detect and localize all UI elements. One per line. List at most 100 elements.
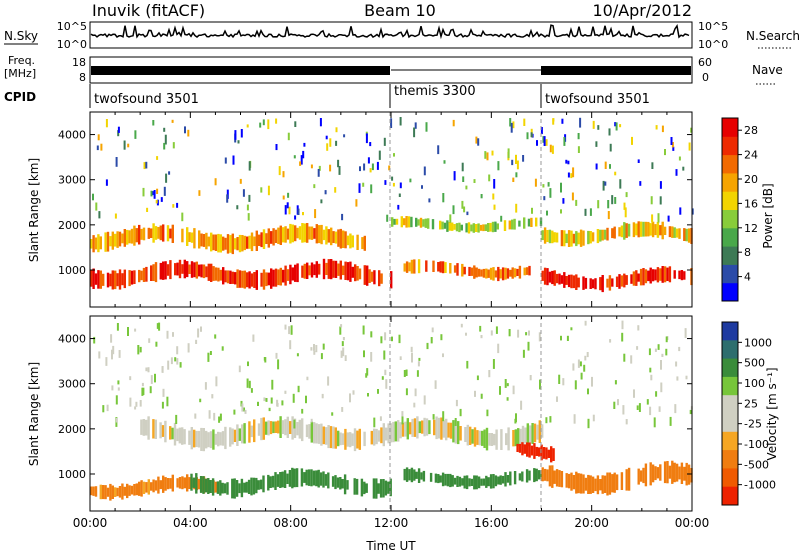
data-cell bbox=[375, 428, 378, 445]
data-cell bbox=[451, 222, 454, 231]
data-cell bbox=[190, 473, 193, 491]
data-cell-sparse bbox=[691, 208, 694, 215]
data-cell bbox=[415, 217, 418, 227]
data-cell-sparse bbox=[134, 328, 137, 332]
data-cell bbox=[413, 259, 416, 274]
data-cell-sparse bbox=[313, 184, 316, 189]
data-cell bbox=[400, 216, 403, 228]
data-cell-sparse bbox=[486, 409, 489, 417]
data-cell bbox=[479, 224, 483, 231]
data-cell bbox=[235, 480, 239, 497]
data-cell bbox=[606, 227, 609, 241]
data-cell bbox=[423, 417, 426, 437]
data-cell bbox=[356, 430, 359, 449]
data-cell bbox=[523, 267, 526, 276]
data-cell-sparse bbox=[674, 404, 677, 414]
data-cell bbox=[472, 223, 475, 233]
power-panel: 1000 2000 3000 4000 Slant Range [km] 4 8 12 16… bbox=[27, 111, 775, 308]
data-cell-sparse bbox=[679, 207, 682, 215]
nave-tick-high: 60 bbox=[698, 56, 712, 69]
cpid-label: CPID bbox=[4, 90, 36, 104]
data-cell bbox=[403, 263, 406, 272]
data-cell bbox=[118, 231, 122, 247]
data-cell-sparse bbox=[313, 344, 315, 351]
data-cell bbox=[219, 234, 222, 253]
data-cell bbox=[272, 269, 275, 287]
data-cell-sparse bbox=[426, 342, 429, 350]
data-cell-sparse bbox=[263, 397, 266, 402]
velocity-panel: 1000 2000 3000 4000 00:00 04:00 08:00 12:00 16:… bbox=[27, 315, 779, 553]
data-cell bbox=[116, 273, 119, 287]
data-cell bbox=[140, 228, 143, 240]
colorbar-tick-label: -100 bbox=[744, 438, 769, 451]
data-cell-sparse bbox=[403, 370, 406, 377]
data-cell-sparse bbox=[492, 193, 495, 200]
data-cell bbox=[130, 228, 134, 244]
data-cell bbox=[255, 477, 258, 494]
data-cell bbox=[212, 234, 215, 251]
data-cell-sparse bbox=[534, 178, 537, 187]
data-cell bbox=[315, 224, 318, 244]
data-cell-sparse bbox=[486, 152, 489, 161]
data-cell bbox=[198, 230, 201, 249]
data-cell-sparse bbox=[179, 362, 182, 368]
data-cell bbox=[473, 265, 476, 279]
data-cell bbox=[528, 265, 531, 276]
data-cell bbox=[363, 481, 366, 495]
data-cell-sparse bbox=[265, 398, 268, 402]
data-cell bbox=[159, 262, 162, 280]
data-cell bbox=[363, 235, 366, 251]
data-cell bbox=[343, 474, 347, 495]
data-cell-sparse bbox=[542, 184, 545, 188]
data-cell bbox=[286, 416, 289, 438]
data-cell bbox=[349, 233, 352, 249]
data-cell bbox=[656, 221, 660, 238]
data-cell bbox=[416, 416, 419, 439]
data-cell bbox=[558, 273, 561, 285]
data-cell-sparse bbox=[303, 142, 306, 147]
data-cell-sparse bbox=[413, 127, 416, 138]
data-cell bbox=[142, 267, 146, 282]
data-cell-sparse bbox=[145, 367, 148, 372]
colorbar-swatch bbox=[722, 136, 738, 156]
data-cell bbox=[625, 469, 628, 491]
data-cell bbox=[444, 473, 447, 486]
data-cell-sparse bbox=[411, 352, 413, 363]
data-cell-sparse bbox=[443, 160, 446, 164]
data-cell bbox=[639, 470, 643, 482]
data-cell bbox=[530, 445, 534, 456]
data-cell-sparse bbox=[156, 199, 159, 206]
data-cell bbox=[415, 471, 418, 479]
data-cell bbox=[133, 225, 136, 246]
data-cell bbox=[121, 273, 124, 286]
data-cell bbox=[356, 234, 359, 250]
data-cell-sparse bbox=[139, 346, 142, 353]
data-cell bbox=[470, 224, 473, 232]
data-cell bbox=[283, 470, 287, 488]
data-cell-sparse bbox=[163, 186, 166, 196]
data-cell bbox=[394, 421, 397, 442]
data-cell-sparse bbox=[509, 118, 512, 127]
data-cell-sparse bbox=[484, 151, 487, 159]
data-cell bbox=[533, 423, 537, 443]
data-cell bbox=[663, 461, 667, 484]
cpid-segment-1: twofsound 3501 bbox=[94, 92, 199, 107]
data-cell bbox=[451, 475, 454, 487]
data-cell bbox=[620, 275, 624, 287]
data-cell-sparse bbox=[370, 331, 373, 338]
data-cell bbox=[222, 267, 225, 285]
data-cell-sparse bbox=[659, 181, 662, 189]
data-cell-sparse bbox=[638, 403, 641, 412]
data-cell bbox=[589, 278, 592, 289]
power-data-layer bbox=[90, 117, 694, 293]
data-cell bbox=[497, 476, 500, 485]
data-cell bbox=[231, 271, 234, 284]
data-cell-sparse bbox=[233, 409, 236, 415]
data-cell bbox=[444, 262, 447, 273]
data-cell bbox=[296, 263, 299, 283]
data-cell bbox=[623, 273, 626, 288]
data-cell bbox=[186, 261, 189, 278]
data-cell-sparse bbox=[214, 178, 217, 186]
data-cell bbox=[346, 235, 350, 246]
freq-bar-first bbox=[91, 66, 390, 75]
